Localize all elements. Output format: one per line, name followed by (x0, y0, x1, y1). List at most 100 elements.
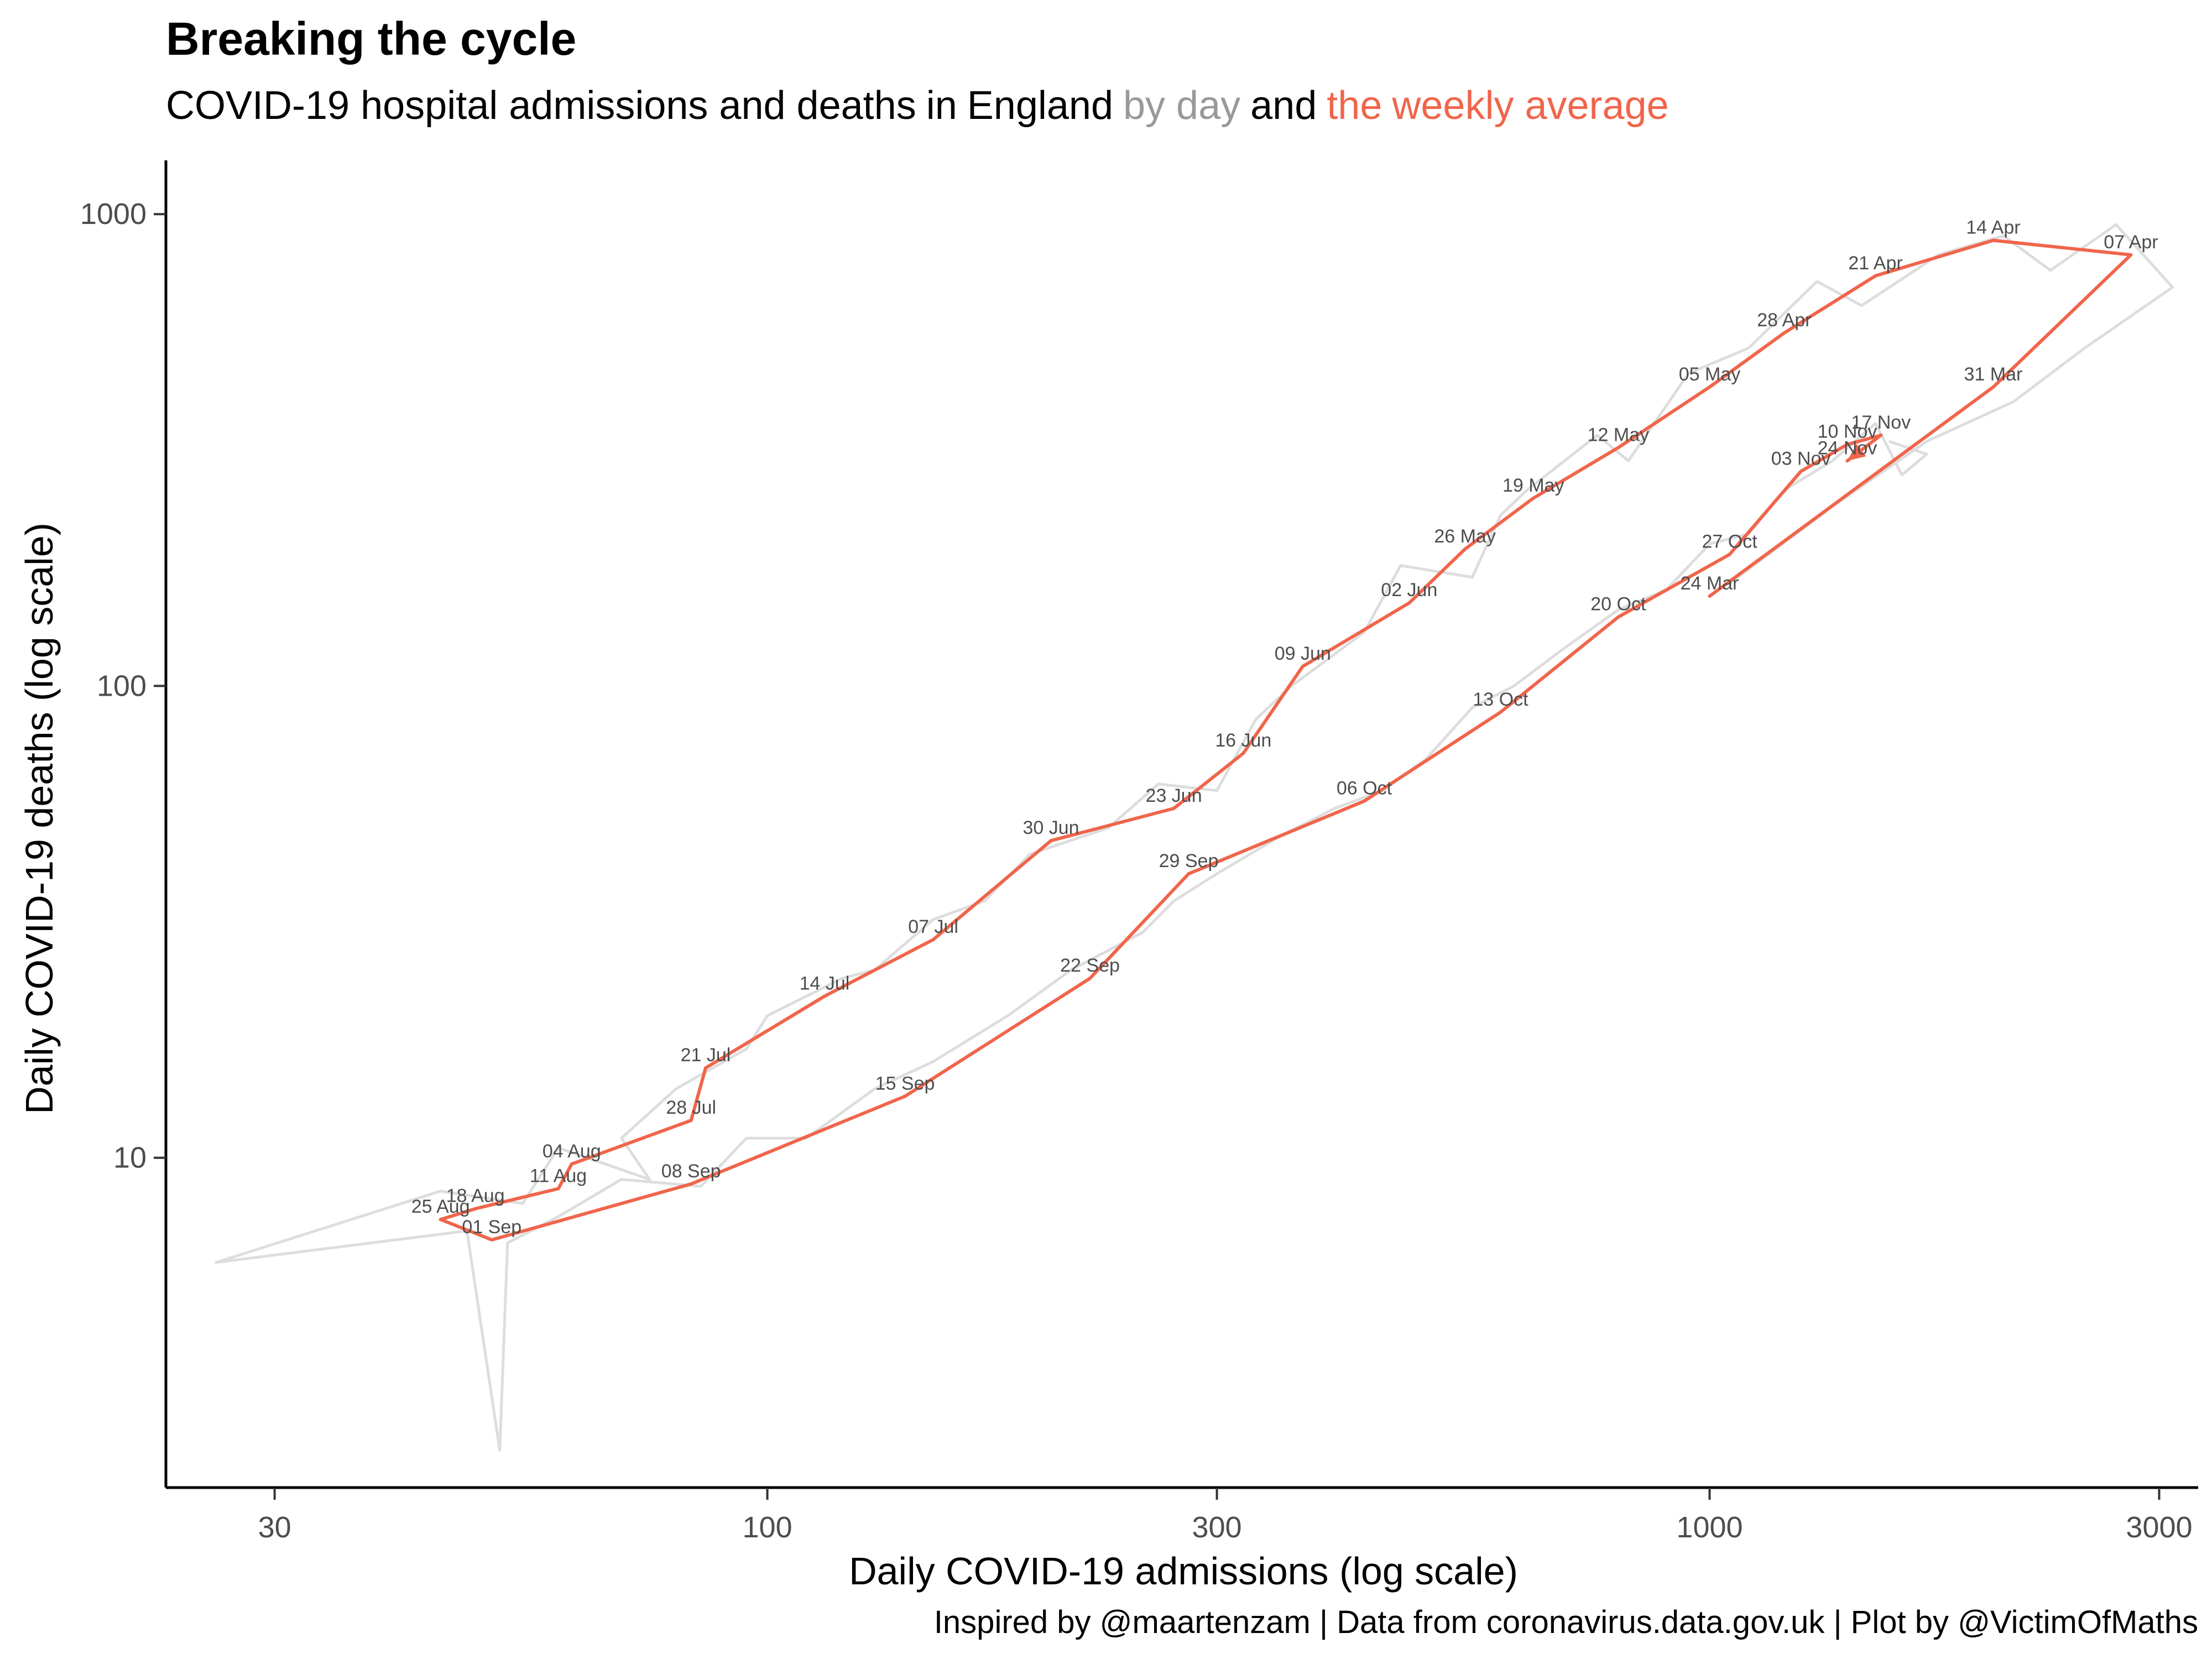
weekly-point (1531, 496, 1535, 500)
point-label-layer: 24 Mar 31 Mar 07 Apr 14 Apr 21 Apr 28 Apr 05 M… (411, 217, 2158, 1238)
weekly-point (903, 1094, 907, 1098)
y-axis-title: Daily COVID-19 deaths (log scale) (18, 523, 61, 1114)
subtitle-weekly-average: weekly average (1392, 84, 1669, 128)
point-label: 31 Mar (1964, 364, 2023, 385)
point-label: 11 Aug (530, 1166, 587, 1187)
chart-caption: Inspired by @maartenzam | Data from coro… (933, 1604, 2198, 1640)
weekly-point (439, 1218, 442, 1222)
weekly-point (1708, 594, 1712, 598)
point-label: 20 Oct (1590, 594, 1646, 615)
y-tick-label: 10 (113, 1141, 147, 1175)
point-label: 28 Jul (666, 1097, 716, 1118)
point-label: 28 Apr (1757, 310, 1811, 331)
weekly-point (1616, 615, 1620, 619)
weekly-point (689, 1119, 693, 1123)
point-label: 12 May (1588, 424, 1650, 445)
daily-series-line (215, 223, 2174, 1452)
weekly-point (570, 1162, 573, 1166)
weekly-point (556, 1187, 560, 1191)
weekly-point (1241, 752, 1245, 755)
x-tick-label: 100 (743, 1511, 792, 1544)
point-label: 22 Sep (1060, 955, 1120, 976)
point-label: 07 Jul (908, 916, 958, 937)
weekly-series-line (439, 238, 2133, 1241)
x-tick-label: 1000 (1676, 1511, 1743, 1544)
weekly-point (1782, 331, 1786, 335)
chart-subtitle: COVID-19 hospital admissions and deaths i… (166, 83, 1679, 128)
weekly-point (1845, 459, 1849, 463)
point-label: 07 Apr (2104, 232, 2158, 253)
weekly-point (1708, 385, 1712, 389)
weekly-point (1799, 469, 1803, 473)
point-label: 10 Nov (1818, 421, 1877, 442)
point-label: 23 Jun (1146, 785, 1202, 806)
weekly-point (473, 1207, 477, 1211)
point-label: 01 Sep (462, 1217, 521, 1238)
point-label: 06 Oct (1337, 778, 1392, 799)
point-label: 03 Nov (1771, 448, 1831, 469)
weekly-point (490, 1238, 494, 1242)
point-label: 13 Oct (1473, 689, 1528, 710)
subtitle-part: and (1250, 84, 1317, 128)
weekly-point (1874, 274, 1877, 278)
subtitle-part: COVID-19 hospital admissions and deaths (166, 84, 916, 128)
point-label: 30 Jun (1022, 817, 1079, 838)
point-label: 15 Sep (875, 1073, 935, 1094)
point-label: 21 Apr (1848, 253, 1902, 274)
weekly-point (703, 1066, 707, 1070)
point-label: 16 Jun (1215, 730, 1271, 751)
weekly-point (1172, 806, 1176, 810)
weekly-point (1728, 552, 1731, 556)
point-label: 14 Jul (800, 973, 850, 994)
point-label: 25 Aug (411, 1196, 470, 1217)
weekly-point (1616, 446, 1620, 450)
x-tick-label: 300 (1192, 1511, 1241, 1544)
point-label: 14 Apr (1966, 217, 2020, 238)
weekly-point (1463, 547, 1467, 551)
point-label: 24 Nov (1818, 437, 1877, 458)
point-label: 21 Jul (681, 1045, 731, 1066)
weekly-point (1991, 238, 1995, 242)
subtitle-the: the (1327, 84, 1383, 128)
weekly-point (1362, 799, 1366, 803)
point-label: 18 Aug (446, 1186, 505, 1207)
point-label: 26 May (1434, 526, 1496, 547)
subtitle-by-day: by day (1123, 84, 1241, 128)
x-tick-label: 30 (258, 1511, 291, 1544)
weekly-point (1499, 710, 1503, 714)
point-label: 09 Jun (1275, 643, 1331, 664)
weekly-point (1879, 433, 1883, 437)
point-label: 27 Oct (1702, 531, 1758, 552)
weekly-point (2129, 253, 2133, 257)
axes: 30 100 300 1000 3000 10 100 1000 (80, 160, 2198, 1544)
point-label: 29 Sep (1159, 851, 1219, 872)
point-label: 02 Jun (1381, 580, 1437, 601)
weekly-point (1049, 839, 1053, 843)
weekly-point (689, 1182, 693, 1186)
point-label: 17 Nov (1851, 412, 1911, 433)
weekly-point (1407, 601, 1411, 605)
y-tick-label: 1000 (80, 197, 147, 231)
chart-title: Breaking the cycle (166, 13, 577, 65)
weekly-point (1187, 872, 1191, 875)
weekly-point (1301, 665, 1305, 669)
subtitle-part: England (967, 84, 1113, 128)
weekly-point (822, 994, 826, 998)
y-tick-label: 100 (97, 669, 147, 702)
point-label: 05 May (1679, 364, 1741, 385)
weekly-point (931, 938, 935, 942)
point-label: 08 Sep (661, 1161, 721, 1182)
daily-series-layer (215, 223, 2174, 1452)
weekly-series-layer (439, 238, 2133, 1242)
weekly-point (1088, 977, 1092, 980)
point-label: 04 Aug (542, 1141, 601, 1162)
x-tick-label: 3000 (2126, 1511, 2192, 1544)
x-axis-title: Daily COVID-19 admissions (log scale) (849, 1550, 1518, 1593)
weekly-point (1845, 442, 1849, 446)
weekly-series-arrowhead (1847, 444, 1866, 461)
point-label: 24 Mar (1681, 573, 1739, 594)
point-label: 19 May (1503, 475, 1564, 496)
subtitle-part: in (926, 84, 957, 128)
weekly-point (1991, 385, 1995, 389)
